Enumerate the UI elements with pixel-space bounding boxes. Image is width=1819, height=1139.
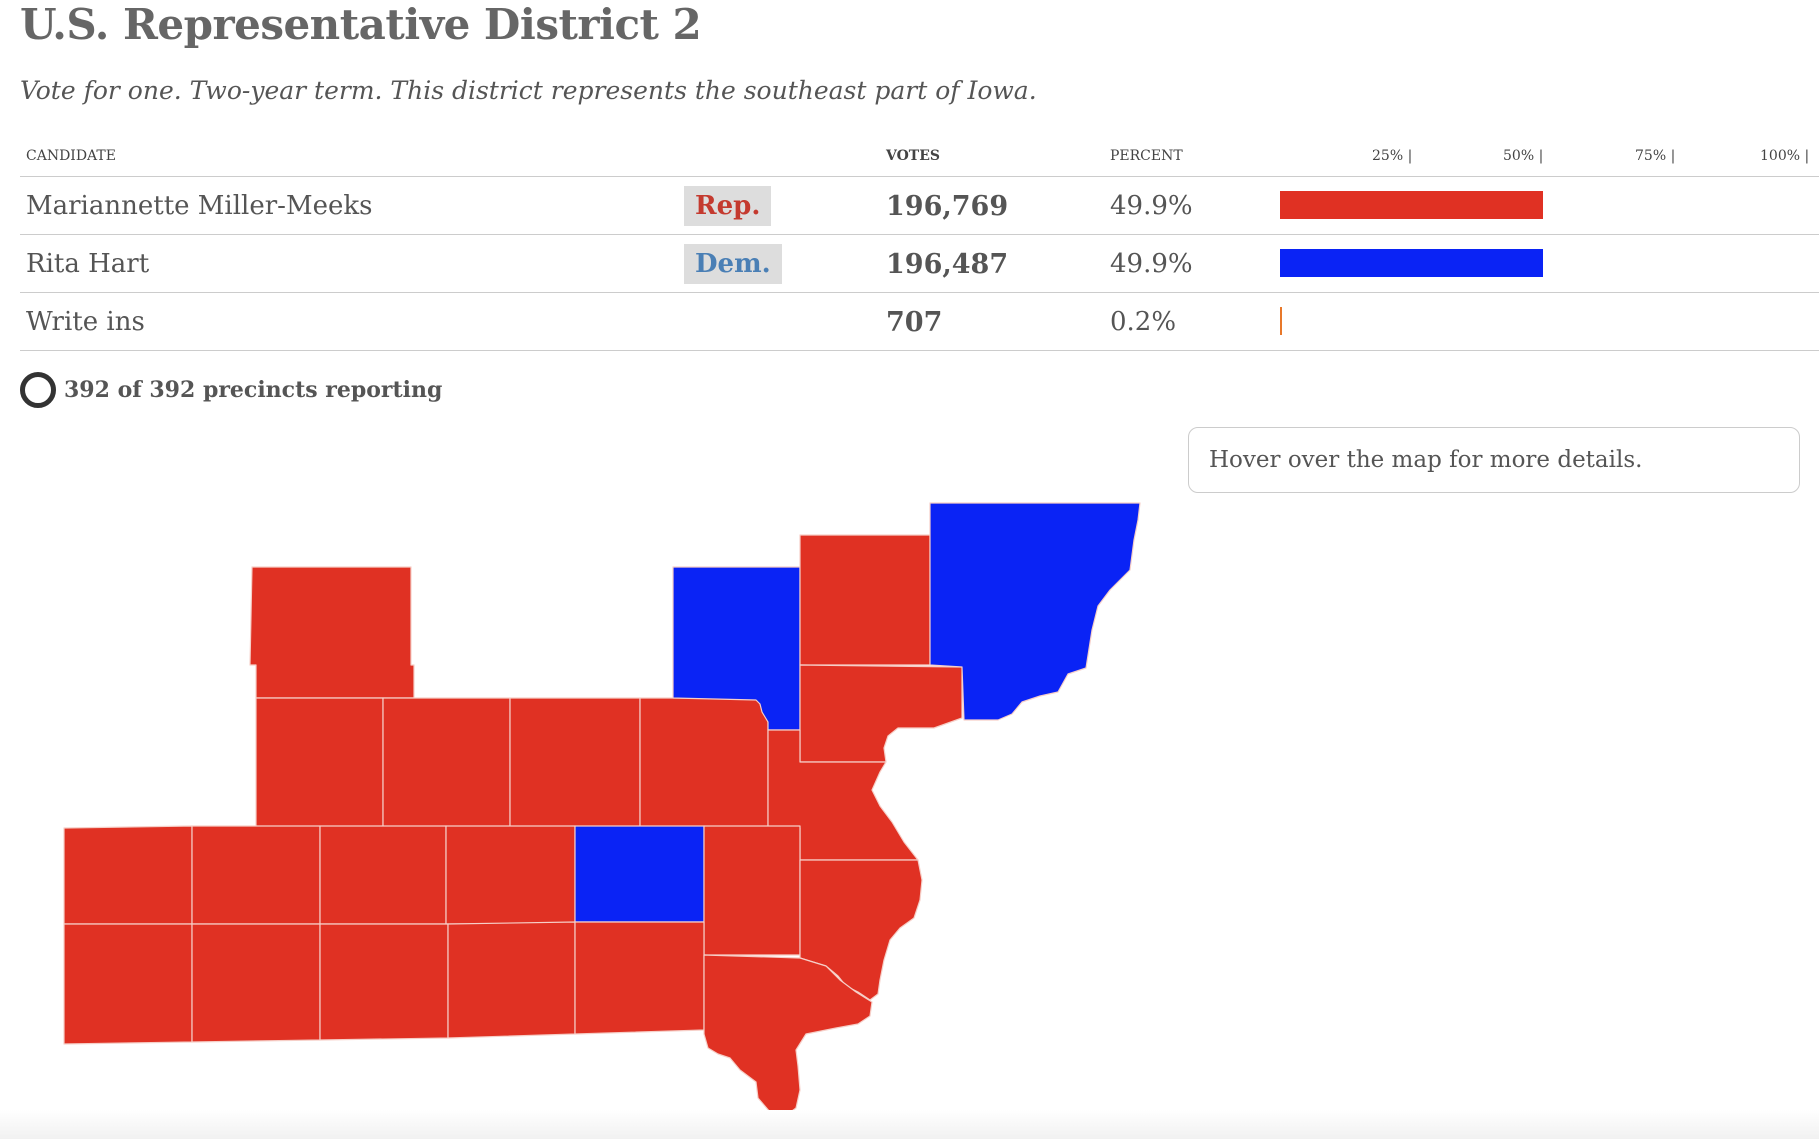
vote-share-bar [1280,307,1282,335]
vote-percent: 49.9% [1110,249,1193,279]
county-region[interactable] [63,825,193,925]
county-region[interactable] [447,921,576,1039]
vote-count: 196,769 [886,191,1009,222]
results-table: CANDIDATE VOTES PERCENT 25% | 50% | 75% … [20,138,1819,351]
column-header-percent: PERCENT [1110,148,1183,164]
party-badge: Dem. [684,244,782,284]
county-region[interactable] [191,923,321,1043]
vote-share-bar [1280,249,1543,277]
county-region[interactable] [319,825,447,925]
scale-tick-75: 75% | [1635,148,1676,164]
table-row: Mariannette Miller-Meeks Rep. 196,769 49… [20,177,1819,235]
vote-bar-track [1280,191,1807,219]
county-region[interactable] [703,825,801,956]
county-region[interactable] [63,923,193,1045]
circle-ring-icon [20,372,56,408]
table-header: CANDIDATE VOTES PERCENT 25% | 50% | 75% … [20,138,1819,177]
vote-count: 707 [886,307,943,338]
precincts-text: 392 of 392 precincts reporting [64,377,443,403]
candidate-name: Mariannette Miller-Meeks [26,191,373,221]
scale-tick-100: 100% | [1760,148,1810,164]
vote-count: 196,487 [886,249,1009,280]
vote-percent: 49.9% [1110,191,1193,221]
table-row: Write ins 707 0.2% [20,293,1819,351]
vote-percent: 0.2% [1110,307,1177,337]
vote-bar-track [1280,249,1807,277]
map-hover-info: Hover over the map for more details. [1188,427,1800,493]
county-region[interactable] [929,502,1141,721]
page-title: U.S. Representative District 2 [20,0,702,49]
county-region[interactable] [319,923,449,1041]
vote-bar-track [1280,307,1807,335]
page-subtitle: Vote for one. Two-year term. This distri… [20,76,1037,105]
precincts-reporting: 392 of 392 precincts reporting [20,370,442,410]
district-county-map[interactable] [0,480,1200,1120]
county-region[interactable] [509,697,641,829]
county-region[interactable] [799,859,923,1001]
party-badge: Rep. [684,186,772,226]
candidate-name: Rita Hart [26,249,150,279]
table-row: Rita Hart Dem. 196,487 49.9% [20,235,1819,293]
county-region[interactable] [255,697,384,829]
county-region[interactable] [574,825,705,923]
county-region[interactable] [799,534,931,666]
column-header-candidate: CANDIDATE [26,148,116,164]
page-bottom-fade [0,1110,1819,1139]
county-region[interactable] [703,954,873,1115]
scale-tick-50: 50% | [1503,148,1544,164]
county-region[interactable] [249,566,415,699]
scale-tick-25: 25% | [1372,148,1413,164]
county-region[interactable] [382,697,511,829]
candidate-name: Write ins [26,307,145,337]
county-region[interactable] [445,825,576,925]
column-header-votes: VOTES [886,148,941,164]
county-region[interactable] [799,664,963,763]
vote-share-bar [1280,191,1543,219]
county-region[interactable] [574,921,705,1035]
county-region[interactable] [191,825,321,925]
county-region[interactable] [639,697,769,831]
